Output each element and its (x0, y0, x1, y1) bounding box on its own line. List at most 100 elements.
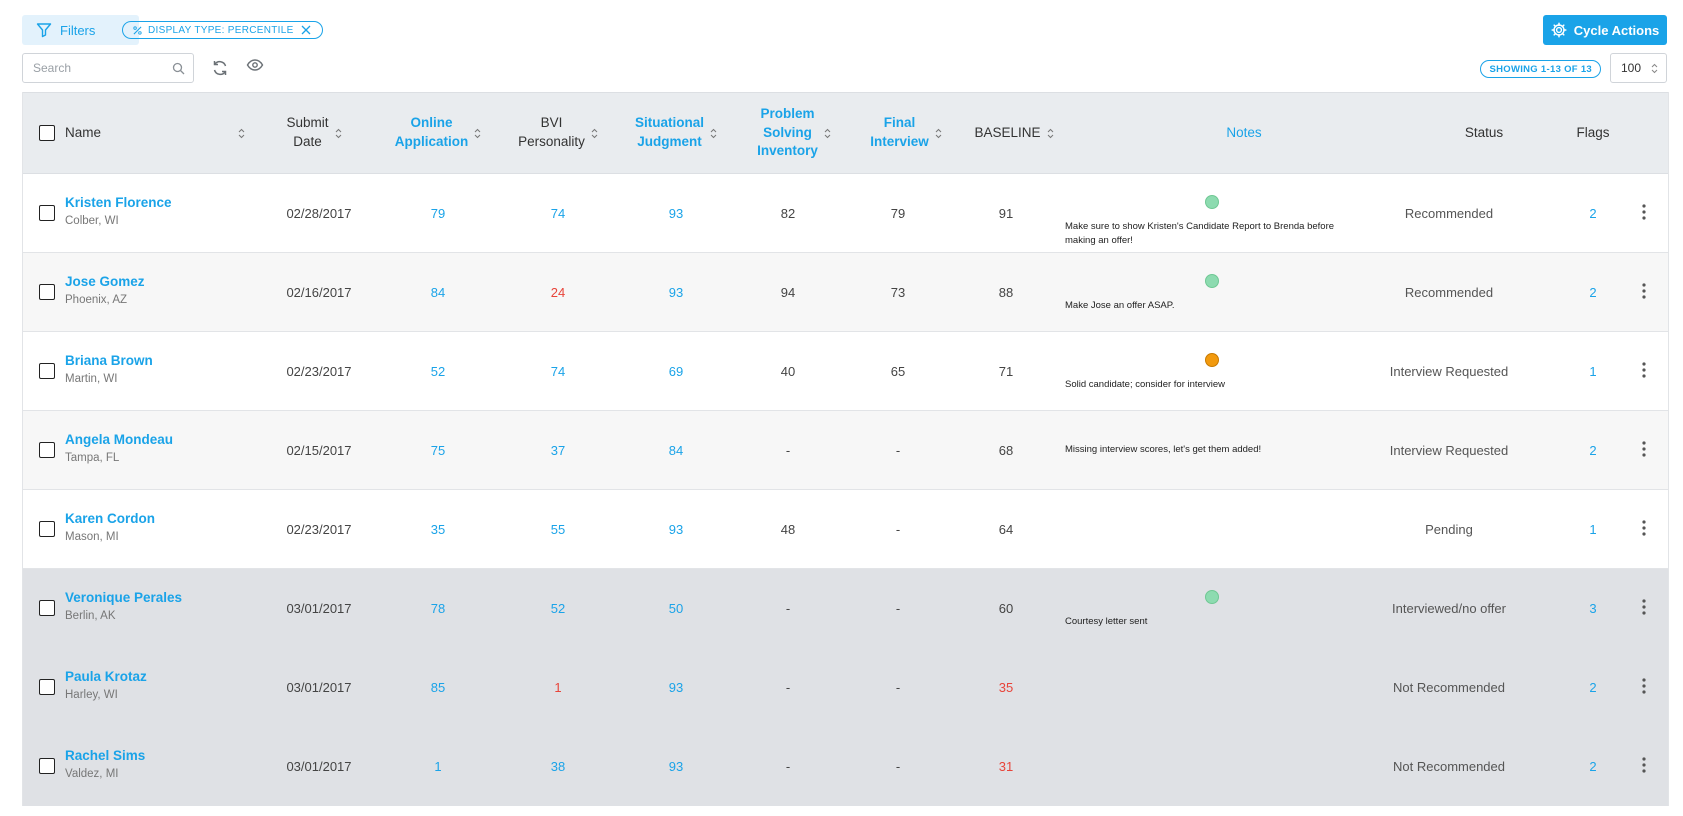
col-final-interview[interactable]: Final Interview (841, 93, 971, 173)
sort-icon[interactable] (710, 128, 717, 139)
candidate-name-link[interactable]: Briana Brown (65, 353, 153, 368)
sort-icon[interactable] (591, 128, 598, 139)
score-situational: 69 (668, 363, 684, 379)
notes-cell[interactable]: Courtesy letter sent (1065, 569, 1365, 647)
submit-date: 02/23/2017 (286, 521, 352, 537)
row-checkbox[interactable] (39, 679, 55, 695)
refresh-icon[interactable] (210, 58, 230, 78)
flags-count-link[interactable]: 1 (1589, 363, 1597, 379)
select-all-checkbox[interactable] (39, 125, 55, 141)
per-page-select[interactable]: 100 (1610, 53, 1667, 83)
cycle-actions-button[interactable]: Cycle Actions (1543, 15, 1667, 45)
eye-icon[interactable] (246, 56, 264, 74)
close-icon[interactable] (300, 24, 312, 36)
row-checkbox[interactable] (39, 758, 55, 774)
candidate-location: Tampa, FL (65, 452, 120, 464)
notes-cell[interactable]: Solid candidate; consider for interview (1065, 332, 1365, 410)
candidate-location: Berlin, AK (65, 610, 116, 622)
percent-icon (133, 25, 142, 35)
col-bvi-personality[interactable]: BVI Personality (493, 93, 623, 173)
sort-icon[interactable] (238, 128, 245, 139)
more-vertical-icon[interactable] (1642, 283, 1646, 299)
sort-icon[interactable] (474, 128, 481, 139)
score-bvi: 55 (550, 521, 566, 537)
col-status[interactable]: Status (1464, 124, 1504, 140)
col-situational-label: Situational Judgment (634, 115, 704, 149)
row-checkbox[interactable] (39, 600, 55, 616)
flags-count-link[interactable]: 1 (1589, 521, 1597, 537)
col-baseline[interactable]: BASELINE (949, 93, 1079, 173)
row-checkbox[interactable] (39, 363, 55, 379)
table-row[interactable]: Kristen Florence Colber, WI 02/28/2017 79… (23, 174, 1668, 253)
search-input[interactable] (31, 60, 165, 76)
green-status-dot (1205, 274, 1219, 288)
flags-count-link[interactable]: 2 (1589, 442, 1597, 458)
more-vertical-icon[interactable] (1642, 204, 1646, 220)
score-situational: 93 (668, 679, 684, 695)
sort-icon[interactable] (935, 128, 942, 139)
notes-cell[interactable]: Make Jose an offer ASAP. (1065, 253, 1365, 331)
table-row[interactable]: Veronique Perales Berlin, AK 03/01/2017 7… (23, 569, 1668, 648)
more-vertical-icon[interactable] (1642, 362, 1646, 378)
table-row[interactable]: Jose Gomez Phoenix, AZ 02/16/2017 84 24 93 9… (23, 253, 1668, 332)
more-vertical-icon[interactable] (1642, 678, 1646, 694)
notes-cell[interactable]: Missing interview scores, let's get them… (1065, 411, 1365, 489)
more-vertical-icon[interactable] (1642, 520, 1646, 536)
flags-count-link[interactable]: 2 (1589, 679, 1597, 695)
score-situational: 84 (668, 442, 684, 458)
row-checkbox[interactable] (39, 442, 55, 458)
col-submit-date[interactable]: Submit Date (259, 93, 369, 173)
col-problem-solving[interactable]: Problem Solving Inventory (729, 93, 859, 173)
table-row[interactable]: Paula Krotaz Harley, WI 03/01/2017 85 1 93 -… (23, 648, 1668, 727)
row-checkbox[interactable] (39, 205, 55, 221)
notes-cell[interactable] (1065, 490, 1365, 568)
notes-cell[interactable]: Make sure to show Kristen's Candidate Re… (1065, 174, 1365, 252)
notes-cell[interactable] (1065, 648, 1365, 726)
sort-icon[interactable] (335, 128, 342, 139)
more-vertical-icon[interactable] (1642, 599, 1646, 615)
table-row[interactable]: Angela Mondeau Tampa, FL 02/15/2017 75 37 8… (23, 411, 1668, 490)
row-checkbox[interactable] (39, 284, 55, 300)
candidate-name-link[interactable]: Paula Krotaz (65, 669, 147, 684)
col-flags[interactable]: Flags (1576, 124, 1610, 140)
submit-date: 03/01/2017 (286, 679, 352, 695)
table-row[interactable]: Briana Brown Martin, WI 02/23/2017 52 74 69… (23, 332, 1668, 411)
table-row[interactable]: Rachel Sims Valdez, MI 03/01/2017 1 38 93 - -… (23, 727, 1668, 806)
candidate-name-link[interactable]: Kristen Florence (65, 195, 172, 210)
candidate-cell: Veronique Perales Berlin, AK (65, 590, 182, 622)
candidate-name-link[interactable]: Jose Gomez (65, 274, 145, 289)
candidate-name-link[interactable]: Veronique Perales (65, 590, 183, 605)
score-online: 85 (430, 679, 446, 695)
candidate-location: Phoenix, AZ (65, 294, 128, 306)
candidate-cell: Kristen Florence Colber, WI (65, 195, 172, 227)
flags-count-link[interactable]: 3 (1589, 600, 1597, 616)
candidate-name-link[interactable]: Rachel Sims (65, 748, 146, 763)
col-situational-judgment[interactable]: Situational Judgment (611, 93, 741, 173)
flags-count-link[interactable]: 2 (1589, 284, 1597, 300)
score-baseline: 31 (998, 758, 1014, 774)
candidate-name-link[interactable]: Angela Mondeau (65, 432, 174, 447)
candidates-table: Name Submit Date Online Application BVI Per… (22, 92, 1669, 806)
col-online-application[interactable]: Online Application (373, 93, 503, 173)
flags-count-link[interactable]: 2 (1589, 205, 1597, 221)
col-notes[interactable]: Notes (1226, 124, 1262, 140)
sort-icon[interactable] (824, 128, 831, 139)
filters-button[interactable]: Filters (22, 15, 139, 45)
table-row[interactable]: Karen Cordon Mason, MI 02/23/2017 35 55 93 4… (23, 490, 1668, 569)
row-checkbox[interactable] (39, 521, 55, 537)
score-baseline: 60 (998, 600, 1014, 616)
candidate-name-link[interactable]: Karen Cordon (65, 511, 156, 526)
more-vertical-icon[interactable] (1642, 757, 1646, 773)
submit-date: 02/23/2017 (286, 363, 352, 379)
candidate-location: Colber, WI (65, 215, 119, 227)
chip-label: DISPLAY TYPE: PERCENTILE (148, 24, 294, 36)
more-vertical-icon[interactable] (1642, 441, 1646, 457)
sort-icon[interactable] (1047, 128, 1054, 139)
search-icon[interactable] (172, 62, 185, 75)
score-bvi: 74 (550, 205, 566, 221)
col-name[interactable]: Name (65, 93, 245, 173)
score-online: 52 (430, 363, 446, 379)
col-bvi-label: BVI Personality (518, 115, 585, 149)
notes-cell[interactable] (1065, 727, 1365, 805)
flags-count-link[interactable]: 2 (1589, 758, 1597, 774)
